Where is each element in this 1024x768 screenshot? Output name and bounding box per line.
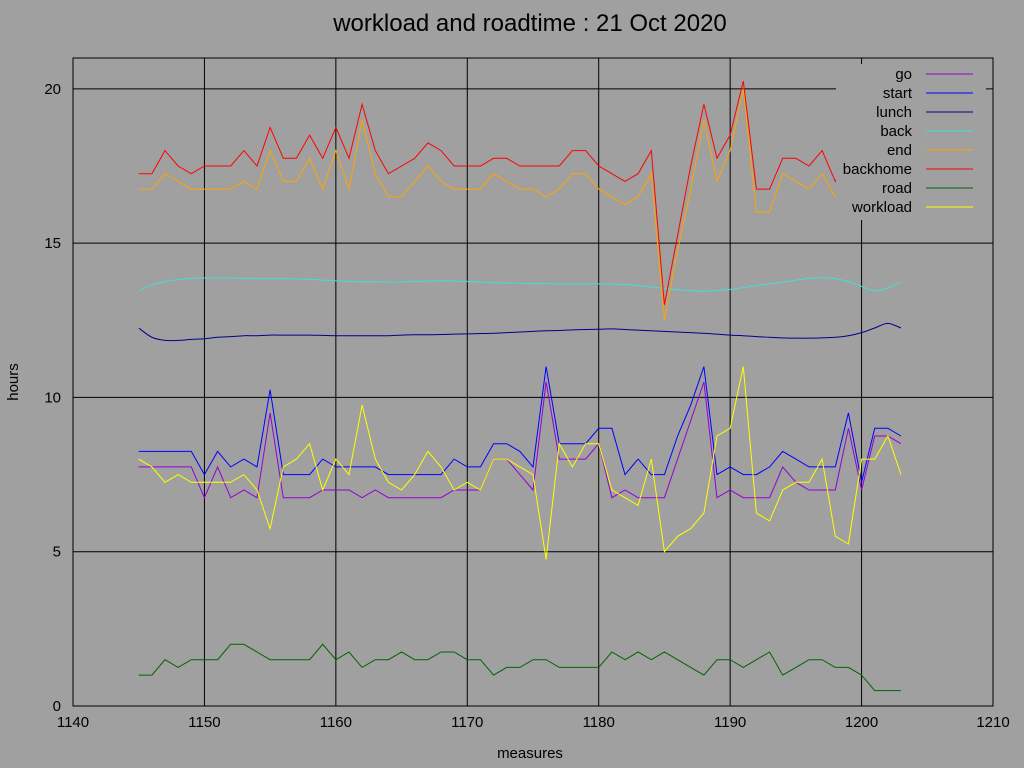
x-tick-label: 1200: [845, 714, 878, 731]
x-tick-label: 1160: [320, 714, 352, 731]
series-line-end: [138, 88, 902, 321]
x-tick-label: 1170: [451, 714, 483, 731]
y-tick-label: 5: [53, 544, 61, 561]
legend: go start lunch back end backhome road workload: [836, 64, 986, 220]
x-tick-label: 1150: [188, 714, 220, 731]
y-axis-label: hours: [5, 363, 22, 401]
y-tick-label: 15: [44, 235, 61, 252]
legend-label-start: start: [883, 85, 913, 102]
x-tick-label: 1210: [976, 714, 1009, 731]
series-lines: [138, 80, 902, 692]
legend-background: [836, 64, 986, 220]
legend-label-lunch: lunch: [876, 104, 912, 121]
x-tick-label: 1140: [57, 714, 89, 731]
legend-label-back: back: [880, 123, 912, 140]
x-axis-ticks: 1140 1150 1160 1170 1180 1190 1200 1210: [57, 714, 1010, 731]
y-axis-ticks: 0 5 10 15 20: [44, 81, 61, 715]
series-line-lunch: [138, 322, 902, 342]
chart-title: workload and roadtime : 21 Oct 2020: [332, 10, 727, 37]
legend-label-end: end: [887, 142, 912, 159]
y-tick-label: 10: [44, 389, 61, 406]
legend-label-go: go: [895, 66, 912, 83]
series-line-go: [138, 381, 902, 499]
x-axis-label: measures: [497, 745, 563, 762]
legend-label-workload: workload: [851, 199, 912, 216]
y-tick-label: 20: [44, 81, 61, 98]
plot-frame: [72, 57, 994, 707]
y-tick-label: 0: [53, 698, 61, 715]
series-line-backhome: [138, 80, 902, 305]
series-line-start: [138, 366, 902, 483]
series-line-workload: [138, 366, 902, 560]
x-tick-label: 1190: [714, 714, 746, 731]
series-line-road: [138, 643, 901, 692]
legend-label-road: road: [882, 180, 912, 197]
series-line-back: [138, 277, 902, 292]
x-tick-label: 1180: [583, 714, 615, 731]
legend-label-backhome: backhome: [843, 161, 912, 178]
